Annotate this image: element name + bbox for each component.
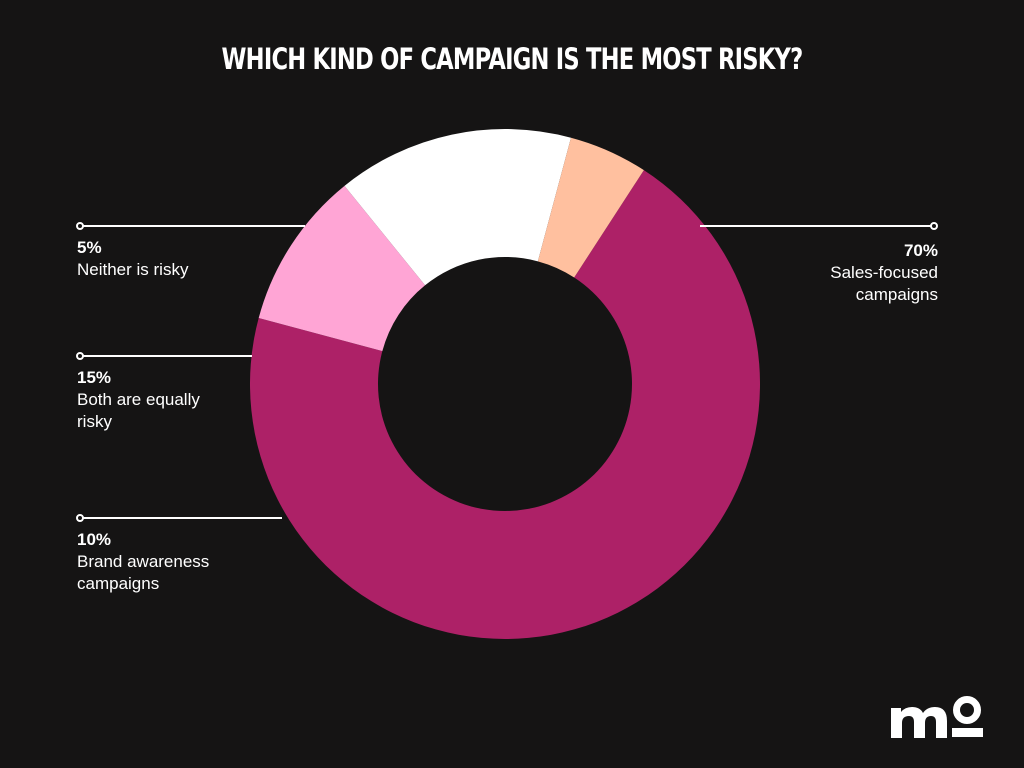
leader-lines [76, 222, 938, 522]
donut-slice-brand-awareness-campaigns [258, 185, 426, 352]
slice-name-line: Brand awareness [77, 552, 210, 571]
slice-label-neither-is-risky: 5% Neither is risky [77, 237, 188, 281]
slice-percent: 10% [77, 530, 112, 549]
leader-dot [76, 352, 84, 360]
leader-dot [76, 222, 84, 230]
slice-name-line: campaigns [77, 574, 160, 593]
chart-title: WHICH KIND OF CAMPAIGN IS THE MOST RISKY… [221, 42, 803, 76]
slice-percent: 5% [77, 238, 102, 257]
slice-percent: 15% [77, 368, 112, 387]
leader-dot [76, 514, 84, 522]
slice-label-both-equally-risky: 15% Both are equally risky [77, 367, 200, 433]
slice-name-line: Sales-focused [830, 263, 938, 282]
slice-label-sales-focused: 70% Sales-focused campaigns [830, 240, 938, 306]
slice-label-brand-awareness: 10% Brand awareness campaigns [77, 529, 209, 595]
leader-dot [930, 222, 938, 230]
slice-name-line: campaigns [855, 285, 938, 304]
donut-slices [249, 129, 761, 639]
slice-name-line: Neither is risky [77, 260, 189, 279]
donut-slice-neither-is-risky [537, 137, 644, 278]
brand-logo: mo [891, 696, 983, 738]
donut-slice-both-are-equally-risky [344, 129, 571, 286]
donut-slice-sales-focused-campaigns [249, 170, 761, 639]
slice-name-line: Both are equally [77, 390, 200, 409]
slice-percent: 70% [903, 241, 938, 260]
slice-name-line: risky [77, 412, 112, 431]
